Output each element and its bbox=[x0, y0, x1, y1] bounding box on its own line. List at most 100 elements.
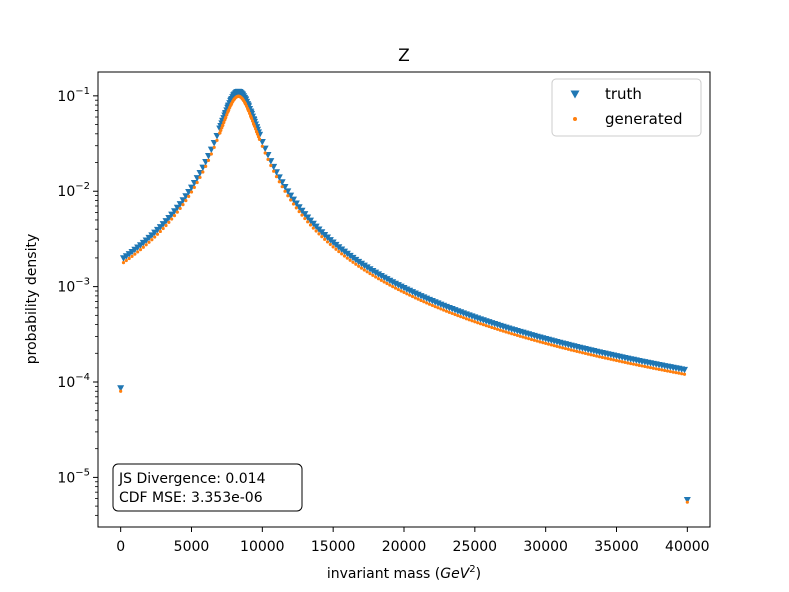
y-tick-label: 10−5 bbox=[57, 467, 90, 486]
x-axis-label-exponent: 2 bbox=[469, 564, 475, 575]
generated-point bbox=[510, 332, 514, 336]
legend-box bbox=[551, 78, 702, 137]
truth-point bbox=[185, 189, 193, 196]
generated-point bbox=[518, 334, 522, 338]
generated-point bbox=[225, 113, 229, 117]
generated-point bbox=[219, 128, 223, 133]
generated-point bbox=[306, 220, 310, 224]
generated-point bbox=[685, 500, 689, 504]
generated-point bbox=[623, 360, 627, 364]
generated-point bbox=[614, 358, 619, 363]
generated-point bbox=[153, 235, 157, 239]
generated-point bbox=[456, 313, 460, 318]
truth-point bbox=[290, 196, 297, 204]
x-tick-label: 40000 bbox=[665, 539, 710, 555]
generated-point bbox=[260, 144, 264, 148]
generated-point bbox=[283, 189, 287, 193]
generated-point bbox=[144, 243, 148, 247]
generated-point bbox=[379, 278, 383, 282]
generated-point bbox=[133, 252, 137, 256]
generated-point bbox=[391, 284, 395, 289]
generated-point bbox=[247, 111, 252, 115]
truth-point bbox=[298, 207, 306, 215]
generated-point bbox=[359, 266, 364, 270]
truth-point bbox=[349, 254, 357, 262]
truth-point bbox=[372, 269, 380, 277]
y-tick-label: 10−1 bbox=[57, 86, 90, 105]
generated-point bbox=[521, 335, 525, 339]
legend-truth-label: truth bbox=[605, 85, 642, 103]
generated-point bbox=[371, 273, 375, 277]
generated-point bbox=[178, 206, 182, 211]
generated-point bbox=[280, 185, 284, 189]
generated-point bbox=[266, 157, 270, 162]
generated-point bbox=[416, 297, 420, 301]
x-tick-label: 15000 bbox=[311, 539, 356, 555]
generated-point bbox=[527, 337, 531, 341]
series-layer bbox=[117, 88, 691, 504]
generated-point bbox=[558, 345, 562, 349]
generated-point bbox=[314, 229, 318, 233]
legend: truth generated bbox=[551, 78, 702, 137]
generated-point bbox=[212, 145, 216, 149]
generated-point bbox=[249, 116, 254, 121]
generated-point bbox=[138, 248, 143, 252]
generated-point bbox=[340, 252, 344, 256]
js-divergence-label: JS Divergence: bbox=[118, 471, 221, 487]
y-tick-label: 10−2 bbox=[57, 181, 90, 200]
x-tick-label: 5000 bbox=[174, 539, 210, 555]
generated-point bbox=[512, 332, 517, 337]
generated-point bbox=[651, 366, 655, 370]
generated-point bbox=[408, 293, 412, 297]
generated-point bbox=[354, 262, 358, 266]
generated-point bbox=[402, 290, 406, 295]
truth-point bbox=[292, 200, 300, 208]
generated-point bbox=[150, 238, 154, 242]
metrics-box: JS Divergence: 0.014 CDF MSE: 3.353e-06 bbox=[112, 463, 303, 512]
generated-point bbox=[563, 346, 568, 351]
generated-point bbox=[187, 194, 191, 198]
generated-point bbox=[640, 364, 644, 368]
generated-point bbox=[657, 367, 661, 371]
generated-point bbox=[646, 365, 650, 369]
generated-point bbox=[121, 260, 126, 265]
truth-point bbox=[176, 201, 184, 208]
generated-point bbox=[677, 371, 681, 375]
generated-point bbox=[495, 327, 500, 331]
legend-generated-label: generated bbox=[605, 110, 682, 128]
generated-point bbox=[609, 357, 613, 361]
generated-point bbox=[147, 240, 151, 244]
generated-point bbox=[303, 216, 307, 221]
generated-point bbox=[291, 202, 296, 206]
generated-point bbox=[124, 258, 128, 263]
x-tick-label: 10000 bbox=[240, 539, 285, 555]
generated-point bbox=[575, 349, 579, 353]
truth-point bbox=[179, 197, 187, 204]
generated-point bbox=[376, 277, 381, 281]
x-axis-label-unit: GeV bbox=[440, 566, 470, 582]
x-tick-label: 35000 bbox=[594, 539, 639, 555]
generated-point bbox=[382, 280, 386, 284]
generated-point bbox=[430, 303, 434, 308]
generated-point bbox=[427, 302, 432, 306]
truth-point bbox=[352, 256, 360, 264]
generated-point bbox=[184, 198, 188, 203]
generated-point bbox=[476, 321, 480, 325]
generated-point bbox=[617, 359, 621, 363]
generated-point bbox=[222, 120, 226, 125]
generated-point bbox=[484, 324, 488, 328]
generated-point bbox=[172, 214, 177, 218]
generated-point bbox=[410, 294, 415, 299]
generated-point bbox=[501, 329, 505, 333]
generated-point bbox=[328, 242, 332, 247]
generated-point bbox=[478, 322, 483, 326]
generated-point bbox=[252, 124, 257, 128]
generated-point bbox=[351, 260, 355, 264]
truth-point bbox=[363, 264, 371, 271]
generated-point bbox=[250, 119, 255, 123]
generated-point bbox=[671, 370, 675, 374]
generated-point bbox=[629, 361, 633, 366]
generated-point bbox=[198, 175, 202, 180]
truth-point bbox=[213, 132, 221, 140]
